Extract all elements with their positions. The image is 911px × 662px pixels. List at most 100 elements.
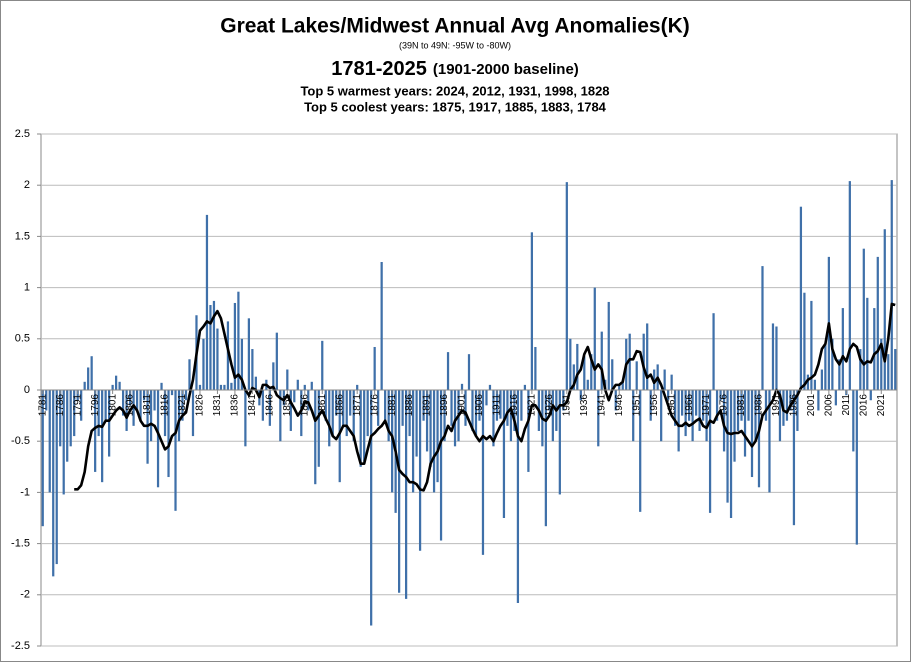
bar xyxy=(338,390,341,483)
bar xyxy=(558,390,561,495)
bar xyxy=(254,376,257,390)
bar xyxy=(83,381,86,390)
y-tick-label: -1.5 xyxy=(11,538,30,550)
bar xyxy=(639,390,642,512)
x-tick-label: 1791 xyxy=(72,394,83,417)
bar xyxy=(838,359,841,390)
bar xyxy=(237,291,240,390)
bar xyxy=(373,346,376,390)
bar xyxy=(128,390,132,406)
x-tick-label: 1786 xyxy=(55,394,66,417)
bar xyxy=(597,390,600,447)
bar xyxy=(453,390,457,447)
bar xyxy=(377,390,380,426)
x-tick-label: 1946 xyxy=(614,394,625,417)
period: 1781-2025 xyxy=(331,58,427,80)
bar xyxy=(212,300,216,390)
bar xyxy=(167,390,170,478)
bar xyxy=(572,364,575,390)
bar xyxy=(293,390,296,403)
x-tick-label: 1991 xyxy=(771,394,782,417)
bar xyxy=(576,343,579,390)
bar xyxy=(163,390,167,437)
bar xyxy=(681,390,684,416)
bar xyxy=(565,182,568,390)
bar xyxy=(726,390,729,503)
bar xyxy=(764,390,768,421)
chart-subtitle: (39N to 49N: -95W to -80W) xyxy=(399,40,511,50)
bar xyxy=(261,390,264,421)
bar xyxy=(446,352,450,390)
bar xyxy=(205,214,209,390)
bar xyxy=(209,305,212,390)
x-tick-label: 1926 xyxy=(544,394,555,417)
x-tick-label: 1896 xyxy=(439,394,450,417)
bar xyxy=(411,390,415,493)
bar xyxy=(310,381,313,390)
bar xyxy=(799,206,803,390)
bar xyxy=(719,390,722,401)
bar xyxy=(583,356,586,390)
bar xyxy=(894,349,897,390)
bar xyxy=(233,302,237,390)
bar xyxy=(684,390,687,437)
bar xyxy=(52,390,55,577)
bar xyxy=(817,390,820,411)
bar xyxy=(188,359,191,390)
x-tick-label: 1961 xyxy=(666,394,677,417)
bar xyxy=(216,328,219,390)
bar xyxy=(432,390,436,493)
x-tick-label: 1881 xyxy=(387,394,398,417)
bar xyxy=(300,390,303,437)
bar xyxy=(314,390,317,485)
bar xyxy=(104,390,107,421)
bar xyxy=(887,354,890,390)
warmest-years: Top 5 warmest years: 2024, 2012, 1931, 1… xyxy=(300,83,609,98)
bar xyxy=(820,369,823,390)
bar xyxy=(132,390,135,426)
bar xyxy=(488,384,492,390)
bar xyxy=(101,390,104,483)
x-tick-label: 1796 xyxy=(90,394,101,417)
bar xyxy=(450,390,453,426)
x-tick-label: 1986 xyxy=(754,394,765,417)
x-tick-label: 1836 xyxy=(230,394,241,417)
bar xyxy=(76,390,79,401)
bar xyxy=(548,390,551,411)
bar xyxy=(869,390,872,401)
y-tick-label: -0.5 xyxy=(11,435,30,447)
bar xyxy=(873,308,876,390)
bar xyxy=(789,390,792,411)
x-tick-label: 1866 xyxy=(334,394,345,417)
bar xyxy=(593,287,596,390)
bar xyxy=(611,359,614,390)
bar xyxy=(460,383,464,390)
bar xyxy=(321,340,324,390)
bar xyxy=(824,343,827,390)
bar xyxy=(94,390,97,472)
y-tick-label: 2 xyxy=(24,179,30,191)
x-tick-label: 1981 xyxy=(736,394,747,417)
bar xyxy=(523,384,527,390)
bar xyxy=(481,390,485,555)
bar xyxy=(436,390,439,483)
bar xyxy=(181,390,184,421)
x-tick-label: 1841 xyxy=(247,394,258,417)
bar xyxy=(562,390,565,411)
bar xyxy=(464,390,467,426)
bar xyxy=(803,292,806,390)
bar xyxy=(45,390,48,411)
bar xyxy=(156,390,160,488)
x-tick-label: 1811 xyxy=(142,394,153,416)
bar xyxy=(866,297,869,390)
bar xyxy=(115,375,118,390)
bar xyxy=(635,361,638,390)
bar xyxy=(307,390,310,411)
bar xyxy=(691,390,694,442)
bar xyxy=(345,390,348,437)
bar xyxy=(247,318,251,390)
bar xyxy=(667,390,670,401)
bar xyxy=(139,390,142,421)
bar xyxy=(747,390,750,421)
x-tick-label: 1911 xyxy=(492,394,503,416)
